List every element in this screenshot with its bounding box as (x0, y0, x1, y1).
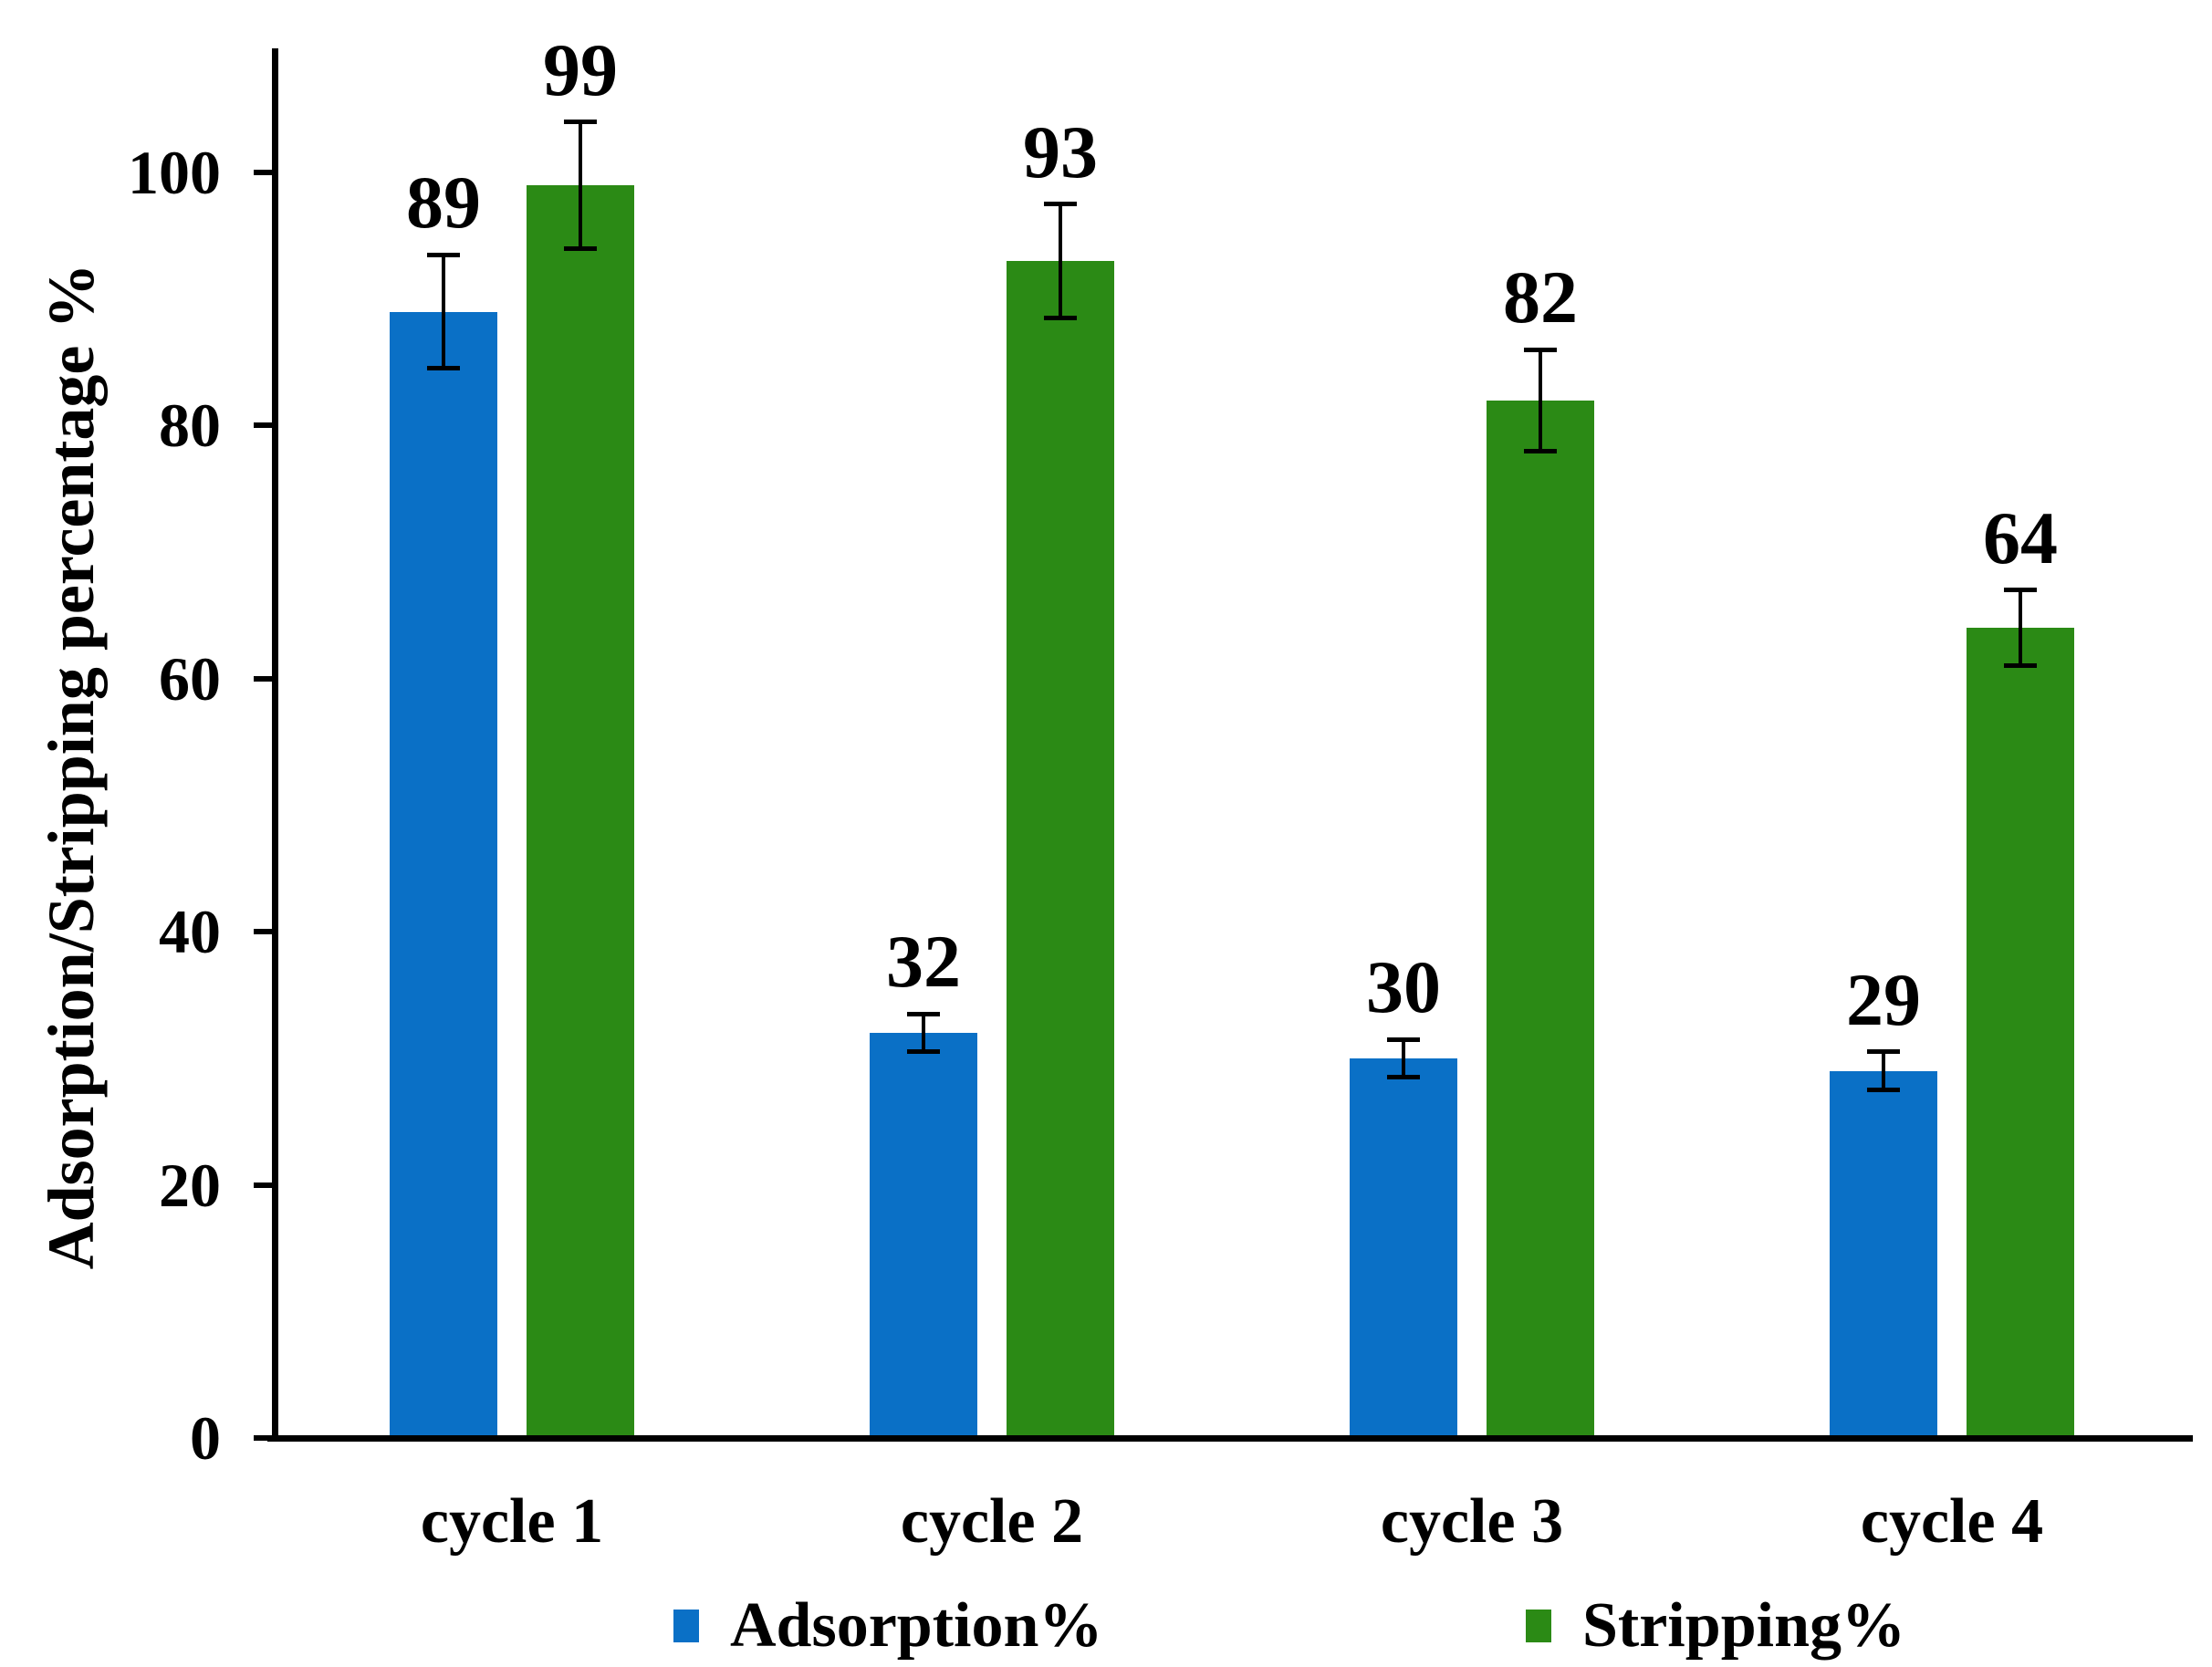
bar-adsorption-cycle-3 (1350, 1058, 1457, 1438)
y-axis-line (272, 48, 278, 1442)
y-tick-label: 20 (159, 1150, 221, 1220)
error-bar-cap (427, 252, 460, 257)
legend-item-stripping: Stripping% (1526, 1589, 1905, 1662)
error-bar-cap (564, 245, 597, 251)
error-bar-cap (1524, 448, 1557, 453)
error-bar-cap (907, 1049, 940, 1055)
bar-stripping-cycle-4 (1967, 628, 2074, 1438)
y-tick-label: 80 (159, 391, 221, 461)
bar-adsorption-cycle-2 (870, 1033, 977, 1438)
y-tick-label: 0 (190, 1403, 221, 1473)
bar-value-label-adsorption-cycle-4: 29 (1846, 957, 1921, 1041)
bar-stripping-cycle-3 (1487, 400, 1594, 1438)
y-tick-mark (254, 422, 272, 429)
error-bar-cap (1387, 1037, 1420, 1042)
bar-value-label-stripping-cycle-3: 82 (1503, 255, 1578, 339)
error-bar-adsorption-cycle-1 (442, 255, 445, 369)
error-bar-stripping-cycle-1 (579, 121, 582, 249)
stripping-legend-label: Stripping% (1582, 1590, 1905, 1661)
x-axis-line (267, 1435, 2193, 1442)
error-bar-stripping-cycle-4 (2019, 589, 2022, 666)
error-bar-cap (564, 120, 597, 125)
error-bar-cap (1867, 1049, 1900, 1055)
error-bar-adsorption-cycle-2 (922, 1014, 925, 1052)
error-bar-cap (1867, 1088, 1900, 1093)
y-tick-mark (254, 1435, 272, 1441)
y-tick-mark (254, 170, 272, 175)
error-bar-cap (1524, 347, 1557, 352)
y-tick-label: 40 (159, 897, 221, 967)
adsorption-legend-label: Adsorption% (730, 1590, 1103, 1661)
x-axis-label-cycle-1: cycle 1 (420, 1486, 604, 1557)
bar-value-label-adsorption-cycle-1: 89 (406, 161, 481, 245)
bar-adsorption-cycle-4 (1830, 1070, 1937, 1438)
x-axis-label-cycle-4: cycle 4 (1860, 1486, 2044, 1557)
stripping-legend-swatch-icon (1526, 1610, 1551, 1642)
y-tick-mark (254, 675, 272, 682)
error-bar-cap (907, 1011, 940, 1016)
y-tick-label: 60 (159, 643, 221, 714)
bar-value-label-adsorption-cycle-3: 30 (1366, 945, 1441, 1029)
error-bar-adsorption-cycle-3 (1402, 1039, 1405, 1078)
y-tick-mark (254, 929, 272, 935)
x-axis-label-cycle-2: cycle 2 (900, 1486, 1084, 1557)
error-bar-cap (2004, 588, 2037, 593)
y-tick-mark (254, 1182, 272, 1188)
error-bar-stripping-cycle-3 (1539, 349, 1542, 452)
bar-adsorption-cycle-1 (390, 311, 497, 1438)
x-axis-label-cycle-3: cycle 3 (1380, 1486, 1564, 1557)
bar-value-label-adsorption-cycle-2: 32 (886, 920, 961, 1004)
bar-stripping-cycle-2 (1007, 261, 1114, 1438)
error-bar-cap (1387, 1075, 1420, 1080)
bar-value-label-stripping-cycle-4: 64 (1983, 495, 2058, 579)
y-tick-label: 100 (128, 138, 221, 207)
bar-value-label-stripping-cycle-2: 93 (1023, 109, 1098, 193)
bar-value-label-stripping-cycle-1: 99 (543, 27, 618, 111)
error-bar-stripping-cycle-2 (1059, 203, 1062, 318)
error-bar-cap (1044, 316, 1077, 320)
legend-item-adsorption: Adsorption% (673, 1589, 1102, 1662)
adsorption-legend-swatch-icon (673, 1610, 699, 1642)
error-bar-cap (427, 366, 460, 371)
error-bar-cap (1044, 202, 1077, 207)
error-bar-adsorption-cycle-4 (1882, 1051, 1885, 1090)
error-bar-cap (2004, 663, 2037, 669)
bar-stripping-cycle-1 (527, 184, 634, 1438)
